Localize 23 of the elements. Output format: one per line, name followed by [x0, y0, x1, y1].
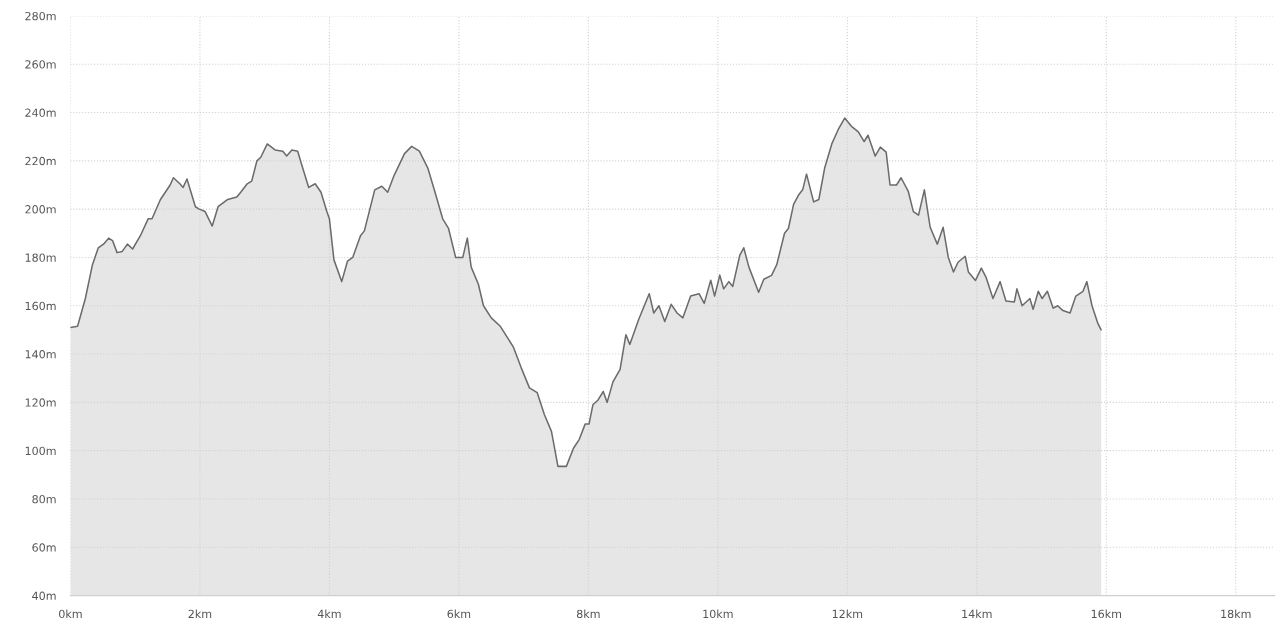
- x-tick-label: 2km: [188, 609, 212, 618]
- y-tick-label: 160m: [25, 301, 56, 311]
- x-tick-label: 12km: [832, 609, 863, 618]
- x-tick-label: 14km: [962, 609, 992, 618]
- y-tick-label: 180m: [25, 253, 56, 262]
- x-tick-label: 8km: [576, 609, 600, 619]
- y-tick-label: 140m: [25, 350, 56, 359]
- y-tick-label: 240m: [25, 108, 56, 117]
- y-tick-label: 60m: [32, 543, 56, 552]
- x-tick-label: 6km: [447, 609, 471, 619]
- x-tick-label: 16km: [1091, 609, 1122, 619]
- y-tick-label: 260m: [25, 60, 56, 69]
- x-tick-label: 10km: [703, 609, 733, 619]
- y-tick-label: 280m: [25, 11, 56, 21]
- y-tick-label: 120m: [25, 398, 56, 407]
- y-tick-label: 100m: [25, 446, 56, 456]
- y-tick-label: 80m: [32, 494, 56, 504]
- x-tick-label: 4km: [317, 609, 341, 618]
- x-tick-label: 18km: [1221, 609, 1251, 619]
- y-tick-label: 220m: [25, 156, 56, 166]
- y-tick-label: 200m: [25, 205, 56, 214]
- x-tick-label: 0km: [59, 609, 82, 619]
- y-tick-label: 40m: [32, 591, 56, 600]
